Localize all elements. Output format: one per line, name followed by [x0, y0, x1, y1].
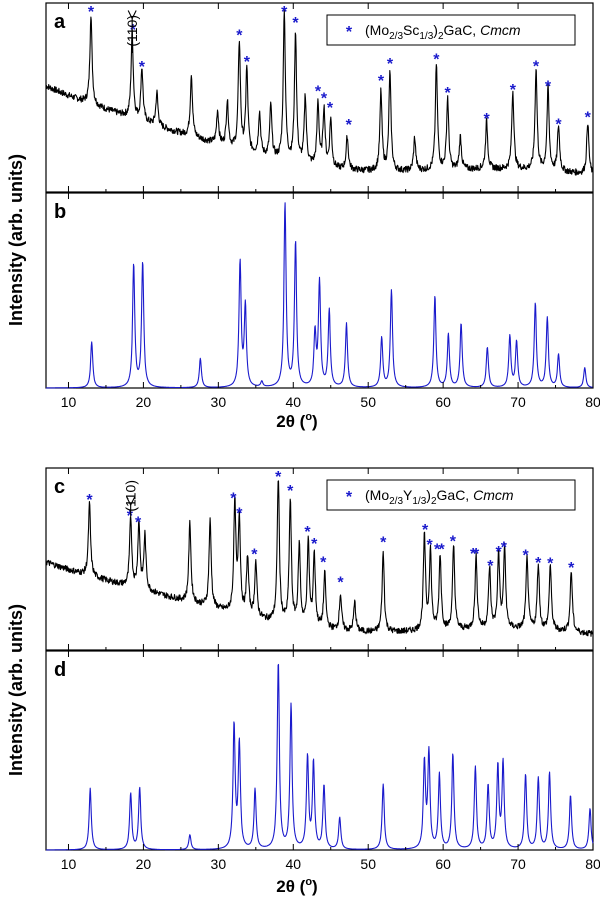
peak-asterisk-21: * [495, 544, 502, 561]
peak-asterisk-19: * [555, 116, 562, 133]
panel-b: b 10 20 30 40 50 60 70 80 [45, 192, 600, 410]
peak-asterisk-0: * [88, 4, 95, 21]
peak-asterisk-3: * [236, 27, 243, 44]
peak-asterisk-18: * [545, 78, 552, 95]
y-axis-label-bottom: Intensity (arb. units) [6, 604, 26, 776]
x-tick-label: 60 [435, 856, 451, 872]
panel-frame [45, 467, 594, 651]
peak-asterisk-11: * [337, 575, 344, 592]
peak-asterisk-17: * [533, 59, 540, 76]
legend-box [326, 479, 576, 511]
peak-asterisk-14: * [445, 85, 452, 102]
peak-asterisk-18: * [470, 546, 477, 563]
peak-asterisk-7: * [315, 84, 322, 101]
x-tick-label: 40 [285, 394, 301, 410]
legend-marker: * [346, 489, 353, 506]
peak-asterisk-13: * [422, 522, 429, 539]
peak-asterisk-1: * [130, 22, 137, 39]
peak-asterisk-0: * [86, 492, 93, 509]
peak-asterisk-24: * [535, 555, 542, 572]
x-axis-title-top: 2θ (o) [276, 411, 317, 431]
peak-asterisk-3: * [230, 490, 237, 507]
peak-asterisk-25: * [547, 555, 554, 572]
panel-label: d [54, 659, 66, 681]
x-tick-label: 10 [61, 856, 77, 872]
peak-asterisk-10: * [320, 554, 327, 571]
panel-label: b [54, 201, 66, 223]
peak-asterisk-17: * [450, 534, 457, 551]
peak-asterisk-8: * [304, 524, 311, 541]
annotation-arrowhead [127, 10, 137, 20]
peak-asterisk-20: * [585, 109, 592, 126]
peak-asterisk-2: * [135, 514, 142, 531]
panel-d: d 10 20 30 40 50 60 70 80 [45, 650, 600, 872]
annotation-110: (110) [123, 480, 139, 512]
x-tick-label: 20 [136, 394, 152, 410]
peak-asterisk-11: * [378, 73, 385, 90]
peak-asterisk-26: * [568, 560, 575, 577]
x-tick-label: 70 [510, 856, 526, 872]
x-tick-label: 10 [61, 394, 77, 410]
chart-panels: a * * * * * * * * * * * * * * * * * * * * * (110) * (Mo2/3Sc1/3)… [45, 2, 600, 872]
peak-asterisk-7: * [287, 483, 294, 500]
peak-asterisk-23: * [522, 548, 529, 565]
peak-asterisk-22: * [501, 540, 508, 557]
peak-asterisk-15: * [483, 111, 490, 128]
peak-asterisk-12: * [380, 534, 387, 551]
panel-frame [45, 2, 594, 193]
legend-box [326, 14, 576, 46]
x-tick-label: 80 [585, 394, 600, 410]
peak-asterisk-13: * [433, 51, 440, 68]
peak-asterisk-19: * [473, 546, 480, 563]
panel-label: c [54, 476, 65, 498]
panel-frame [45, 650, 594, 851]
peak-asterisk-4: * [236, 506, 243, 523]
peak-asterisk-6: * [275, 469, 282, 486]
annotation-arrowhead [126, 496, 136, 507]
peak-asterisk-2: * [139, 59, 146, 76]
x-tick-label: 40 [285, 856, 301, 872]
peak-asterisk-5: * [281, 4, 288, 21]
legend-label: (Mo2/3Sc1/3)2GaC, Cmcm [365, 22, 521, 42]
x-tick-label: 30 [211, 856, 227, 872]
peak-asterisk-9: * [311, 536, 318, 553]
pattern-line [45, 663, 594, 851]
peak-asterisk-8: * [321, 90, 328, 107]
pattern-line [45, 202, 594, 389]
x-axis-title-bottom: 2θ (o) [276, 876, 317, 896]
peak-asterisk-4: * [244, 54, 251, 71]
pattern-line [45, 9, 594, 176]
legend-marker: * [346, 24, 353, 41]
x-tick-label: 50 [360, 856, 376, 872]
x-tick-label: 20 [136, 856, 152, 872]
peak-asterisk-20: * [487, 558, 494, 575]
panel-frame [45, 192, 594, 389]
x-tick-label: 30 [211, 394, 227, 410]
peak-asterisk-10: * [346, 117, 353, 134]
x-tick-label: 80 [585, 856, 600, 872]
peak-asterisk-12: * [387, 56, 394, 73]
pattern-line [45, 480, 594, 637]
peak-asterisk-16: * [510, 82, 517, 99]
peak-asterisk-14: * [427, 537, 434, 554]
y-axis-label-top: Intensity (arb. units) [6, 154, 26, 326]
panel-c: c** ************* ** ***** * * * * *(110) * (Mo2/3… [45, 467, 594, 651]
peak-asterisk-6: * [292, 15, 299, 32]
panel-label: a [54, 11, 66, 33]
peak-asterisk-5: * [251, 547, 258, 564]
peak-asterisk-15: * [434, 542, 441, 559]
x-tick-label: 60 [435, 394, 451, 410]
panel-a: a ******** ***** ******* *(110) * (Mo2/3Sc1/3)… [45, 2, 594, 193]
peak-asterisk-9: * [327, 100, 334, 117]
x-tick-label: 70 [510, 394, 526, 410]
legend-label: (Mo2/3Y1/3)2GaC, Cmcm [365, 487, 514, 507]
x-tick-label: 50 [360, 394, 376, 410]
peak-asterisk-16: * [439, 542, 446, 559]
